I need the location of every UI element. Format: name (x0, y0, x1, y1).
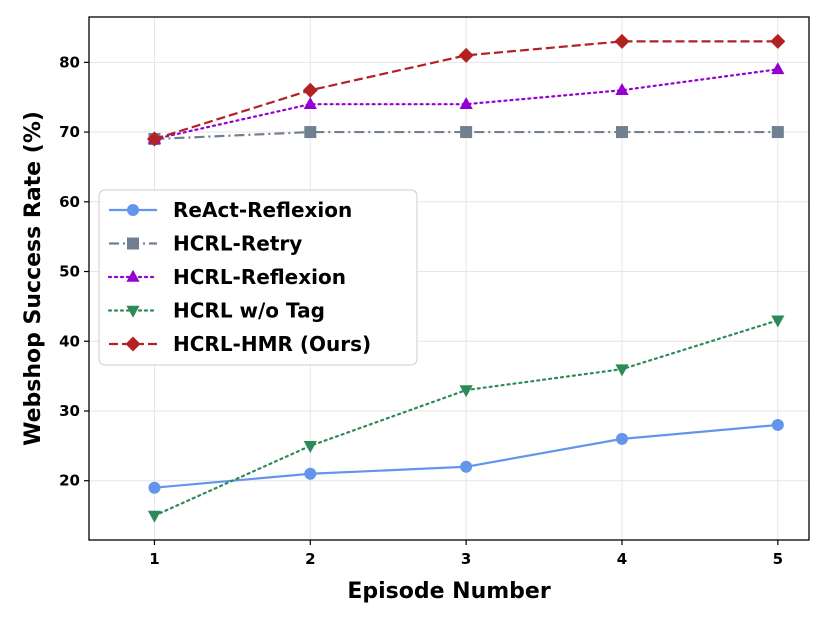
data-point-hcrl-hmr-ours (146, 131, 162, 147)
data-point-react-reflexion (460, 460, 473, 473)
data-point-hcrl-hmr-ours (770, 33, 786, 49)
x-tick-label: 3 (461, 550, 471, 568)
y-tick-label: 60 (59, 193, 80, 211)
y-axis-label: Webshop Success Rate (%) (21, 111, 46, 446)
legend-marker-hcrl-w-o-tag (126, 305, 140, 318)
data-point-hcrl-reflexion (771, 62, 785, 75)
series-line-hcrl-retry (154, 130, 778, 141)
x-tick-label: 4 (617, 550, 627, 568)
x-tick-label: 1 (149, 550, 159, 568)
legend-label-hcrl-w-o-tag: HCRL w/o Tag (173, 299, 325, 323)
data-point-react-reflexion (615, 432, 628, 445)
data-point-hcrl-hmr-ours (302, 82, 318, 98)
plot-frame (88, 16, 810, 541)
data-point-hcrl-w-o-tag (303, 441, 317, 454)
data-point-hcrl-w-o-tag (147, 510, 162, 523)
data-point-hcrl-retry (304, 126, 317, 139)
data-point-hcrl-retry (460, 126, 473, 139)
series-line-hcrl-hmr-ours (154, 40, 778, 141)
x-tick-label: 5 (773, 550, 783, 568)
legend-marker-react-reflexion (127, 204, 139, 216)
series-layer (146, 33, 786, 523)
y-tick-label: 70 (59, 123, 80, 141)
series-line-hcrl-reflexion (153, 68, 779, 141)
y-tick-label: 30 (59, 402, 80, 420)
data-point-hcrl-retry (615, 126, 628, 139)
x-tick-label: 2 (305, 550, 315, 568)
legend-label-hcrl-reflexion: HCRL-Reflexion (173, 265, 346, 289)
series-hcrl-hmr-ours (146, 33, 786, 147)
y-tick-label: 40 (59, 332, 80, 350)
y-tick-label: 50 (59, 263, 80, 281)
data-point-hcrl-w-o-tag (771, 315, 785, 328)
legend-label-hcrl-hmr-ours: HCRL-HMR (Ours) (173, 332, 371, 356)
data-point-hcrl-hmr-ours (458, 47, 474, 63)
y-tick-label: 80 (59, 53, 80, 71)
data-point-hcrl-reflexion (303, 96, 317, 109)
data-point-hcrl-w-o-tag (615, 364, 629, 377)
legend-marker-hcrl-reflexion (126, 269, 140, 282)
series-react-reflexion (148, 418, 784, 494)
axis-ticks: 1 2 3 4 5 20 30 40 50 60 70 80 (59, 53, 783, 568)
data-point-react-reflexion (771, 418, 784, 431)
data-point-hcrl-w-o-tag (459, 385, 473, 398)
legend-marker-hcrl-retry (127, 237, 139, 250)
x-axis-label: Episode Number (347, 579, 551, 604)
data-point-react-reflexion (304, 467, 317, 480)
legend-marker-hcrl-hmr-ours (125, 336, 141, 352)
data-point-hcrl-reflexion (459, 96, 473, 109)
legend-label-react-reflexion: ReAct-Reflexion (173, 198, 352, 222)
data-point-hcrl-hmr-ours (614, 33, 630, 49)
legend: ReAct-Reflexion HCRL-Retry HCRL-Reflexion H… (98, 189, 418, 366)
data-point-hcrl-reflexion (615, 83, 629, 96)
data-point-hcrl-retry (771, 126, 784, 139)
y-tick-label: 20 (59, 472, 80, 490)
legend-label-hcrl-retry: HCRL-Retry (173, 232, 302, 256)
series-hcrl-w-o-tag (147, 315, 785, 523)
data-point-react-reflexion (148, 481, 161, 494)
legend-box (98, 189, 418, 366)
